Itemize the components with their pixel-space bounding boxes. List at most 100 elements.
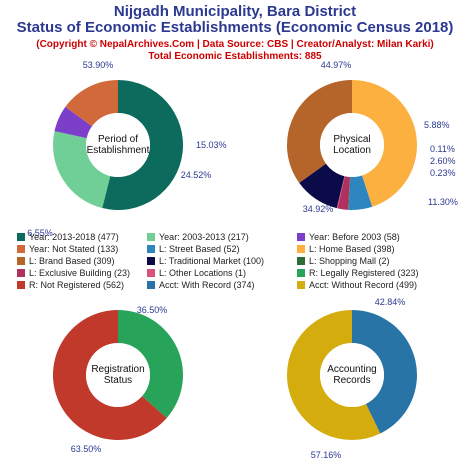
slice-percent-label: 11.30%: [428, 197, 458, 207]
slice-percent-label: 0.11%: [430, 144, 455, 154]
legend-label: L: Exclusive Building (23): [29, 268, 131, 278]
legend-swatch: [297, 281, 305, 289]
slice-percent-label: 44.97%: [321, 60, 352, 70]
donut-slice: [286, 310, 381, 440]
legend-item: L: Street Based (52): [147, 243, 297, 255]
legend-item: Acct: With Record (374): [147, 279, 297, 291]
legend-row: R: Not Registered (562) Acct: With Record…: [17, 279, 457, 291]
legend-swatch: [297, 245, 305, 253]
slice-percent-label: 42.84%: [375, 297, 406, 307]
legend-swatch: [17, 269, 25, 277]
legend-label: L: Street Based (52): [159, 244, 240, 254]
donut-slice: [102, 80, 184, 211]
donut-2: 44.97% 5.88% 0.11% 2.60% 0.23% 11.30% 34.92% Ph…: [287, 60, 458, 214]
donut-slice: [348, 175, 373, 211]
legend-label: Year: 2013-2018 (477): [29, 232, 119, 242]
donut-center-label: Establishment: [87, 145, 150, 156]
legend-item: Acct: Without Record (499): [297, 279, 437, 291]
donut-center-label: Status: [104, 375, 132, 386]
donut-slice: [54, 106, 93, 139]
legend-label: Year: Before 2003 (58): [309, 232, 400, 242]
legend-item: L: Shopping Mall (2): [297, 255, 437, 267]
legend-swatch: [17, 257, 25, 265]
donut-slice: [287, 80, 352, 183]
legend-item: Year: 2003-2013 (217): [147, 231, 297, 243]
donut-hole: [320, 113, 384, 177]
legend-swatch: [297, 269, 305, 277]
legend-swatch: [17, 281, 25, 289]
legend-swatch: [17, 233, 25, 241]
legend-item: L: Exclusive Building (23): [17, 267, 147, 279]
donut-slice: [52, 310, 167, 440]
slice-percent-label: 15.03%: [196, 140, 227, 150]
legend-swatch: [147, 245, 155, 253]
legend-row: L: Brand Based (309) L: Traditional Marke…: [17, 255, 457, 267]
legend-item: R: Legally Registered (323): [297, 267, 437, 279]
legend-label: L: Traditional Market (100): [159, 256, 265, 266]
legend-row: Year: Not Stated (133) L: Street Based (5…: [17, 243, 457, 255]
donut-slice: [337, 176, 351, 210]
slice-percent-label: 53.90%: [83, 60, 114, 70]
donut-hole: [86, 113, 150, 177]
slice-percent-label: 5.88%: [424, 120, 450, 130]
total-establishments: Total Economic Establishments: 885: [148, 51, 322, 62]
legend-label: Year: 2003-2013 (217): [159, 232, 249, 242]
legend-row: L: Exclusive Building (23) L: Other Locat…: [17, 267, 457, 279]
legend-swatch: [147, 233, 155, 241]
legend-swatch: [17, 245, 25, 253]
legend-label: L: Shopping Mall (2): [309, 256, 390, 266]
slice-percent-label: 24.52%: [181, 170, 212, 180]
donut-slice: [352, 310, 417, 434]
donut-slice: [352, 80, 417, 207]
legend-item: L: Brand Based (309): [17, 255, 147, 267]
slice-percent-label: 57.16%: [311, 450, 342, 460]
legend-item: Year: Before 2003 (58): [297, 231, 437, 243]
donut-1: 53.90% 24.52% 6.55% 15.03% Period ofEstablis…: [27, 60, 226, 238]
donut-slice: [336, 176, 345, 209]
legend: Year: 2013-2018 (477) Year: 2003-2013 (21…: [17, 231, 457, 291]
donut-slice: [299, 163, 345, 209]
donut-center-label: Accounting: [327, 364, 376, 375]
legend-label: R: Legally Registered (323): [309, 268, 419, 278]
donut-center-label: Location: [333, 145, 371, 156]
legend-item: L: Home Based (398): [297, 243, 437, 255]
slice-percent-label: 63.50%: [71, 444, 102, 454]
slice-percent-label: 2.60%: [430, 156, 456, 166]
legend-label: L: Other Locations (1): [159, 268, 247, 278]
copyright-line: (Copyright © NepalArchives.Com | Data So…: [36, 39, 434, 50]
chart-title-line2: Status of Economic Establishments (Econo…: [16, 19, 454, 36]
legend-item: R: Not Registered (562): [17, 279, 147, 291]
donut-slice: [348, 176, 351, 210]
chart-title-line1: Nijgadh Municipality, Bara District: [113, 3, 357, 20]
donut-center-label: Registration: [91, 364, 144, 375]
legend-item: L: Traditional Market (100): [147, 255, 297, 267]
legend-label: R: Not Registered (562): [29, 280, 125, 290]
legend-swatch: [147, 257, 155, 265]
legend-item: L: Other Locations (1): [147, 267, 297, 279]
donut-slice: [65, 80, 118, 127]
legend-swatch: [147, 281, 155, 289]
donut-slice: [118, 310, 183, 418]
slice-percent-label: 6.55%: [27, 228, 53, 238]
slice-percent-label: 0.23%: [430, 168, 456, 178]
legend-item: Year: 2013-2018 (477): [17, 231, 147, 243]
donut-hole: [86, 343, 150, 407]
legend-label: L: Brand Based (309): [29, 256, 115, 266]
legend-swatch: [147, 269, 155, 277]
donut-slice: [53, 131, 111, 209]
legend-item: Year: Not Stated (133): [17, 243, 147, 255]
donut-center-label: Physical: [333, 134, 370, 145]
legend-swatch: [297, 233, 305, 241]
slice-percent-label: 34.92%: [303, 204, 334, 214]
legend-swatch: [297, 257, 305, 265]
legend-label: Acct: With Record (374): [159, 280, 255, 290]
donut-hole: [320, 343, 384, 407]
donut-center-label: Period of: [98, 134, 138, 145]
slice-percent-label: 36.50%: [137, 305, 168, 315]
legend-label: Year: Not Stated (133): [29, 244, 119, 254]
legend-label: L: Home Based (398): [309, 244, 395, 254]
legend-label: Acct: Without Record (499): [309, 280, 418, 290]
donut-center-label: Records: [333, 375, 370, 386]
